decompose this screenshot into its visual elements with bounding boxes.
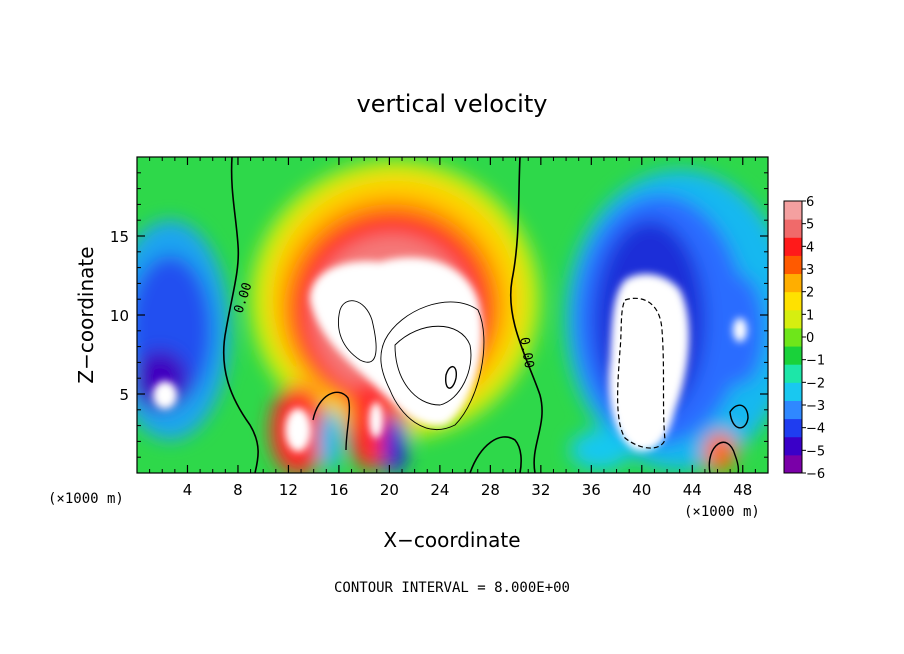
- x-axis: 4 8 12 16 20 24 28 32 36 40 44 48: [149, 157, 756, 499]
- x-tick-label: 12: [279, 481, 298, 499]
- x-tick-label: 16: [329, 481, 348, 499]
- x-tick-label: 24: [430, 481, 449, 499]
- colorbar-tick-label: 1: [806, 308, 814, 323]
- x-unit-right: (×1000 m): [684, 504, 760, 520]
- x-tick-label: 36: [582, 481, 601, 499]
- x-unit-left: (×1000 m): [48, 491, 124, 507]
- y-tick-label: 10: [110, 307, 129, 325]
- zero-contour-left: [222, 157, 259, 473]
- field-cores: [153, 257, 747, 452]
- colorbar-swatch: [784, 201, 802, 220]
- colorbar-tick-label: 5: [806, 218, 814, 233]
- colorbar-swatch: [784, 309, 802, 329]
- zero-contour-right: [510, 157, 543, 473]
- colorbar-swatch: [784, 418, 802, 438]
- contours: [222, 157, 749, 473]
- colorbar-tick-label: 3: [806, 263, 814, 278]
- colorbar-swatch: [784, 400, 802, 420]
- x-tick-label: 28: [481, 481, 500, 499]
- negative-contour: [617, 297, 666, 449]
- colorbar-tick-label: −4: [806, 422, 825, 437]
- colorbar-swatch: [784, 382, 802, 401]
- x-tick-label: 4: [183, 481, 193, 499]
- positive-contour-3: [394, 325, 472, 406]
- colorbar-tick-label: −1: [806, 354, 825, 369]
- x-tick-label: 44: [683, 481, 702, 499]
- contour-label-right: 0.00: [516, 336, 536, 369]
- colorbar-tick-label: 0: [806, 331, 814, 346]
- x-tick-label: 8: [233, 481, 243, 499]
- colorbar-swatch: [784, 237, 802, 256]
- zero-contour-cell-right2: [729, 404, 749, 429]
- colorbar: 6 5 4 3 2 1 0 −1 −2 −3 −4 −5 −6: [783, 195, 825, 482]
- x-tick-label: 32: [531, 481, 550, 499]
- colorbar-tick-label: −2: [806, 376, 825, 391]
- colorbar-swatch: [784, 219, 802, 238]
- x-tick-label: 40: [632, 481, 651, 499]
- positive-contour-1: [338, 300, 377, 363]
- y-tick-label: 15: [110, 228, 129, 246]
- positive-contour-2: [380, 301, 485, 430]
- y-tick-label: 5: [119, 386, 129, 404]
- colorbar-tick-label: −3: [806, 399, 825, 414]
- contour-interval: CONTOUR INTERVAL = 8.000E+00: [334, 580, 570, 596]
- colorbar-swatch: [784, 291, 802, 311]
- zero-contour-cell: [312, 391, 351, 451]
- y-axis-label: Z−coordinate: [74, 246, 98, 383]
- colorbar-tick-label: 2: [806, 286, 814, 301]
- colorbar-tick-label: −6: [806, 467, 825, 482]
- positive-contour-4: [445, 366, 458, 389]
- colorbar-swatch: [784, 346, 802, 365]
- colorbar-swatch: [784, 364, 802, 383]
- colorbar-tick-label: 6: [806, 195, 814, 210]
- colorbar-swatch: [784, 255, 802, 275]
- colorbar-swatch: [784, 327, 802, 347]
- zero-contour-bottom: [469, 436, 522, 473]
- plot-area: 0.00 0.00: [137, 157, 768, 473]
- colorbar-tick-label: 4: [806, 240, 814, 255]
- colorbar-swatch: [784, 436, 802, 456]
- colorbar-swatch: [784, 273, 802, 293]
- x-tick-label: 48: [733, 481, 752, 499]
- chart-title: vertical velocity: [357, 90, 548, 118]
- y-axis: 5 10 15: [110, 172, 768, 458]
- zero-contour-cell-right: [708, 441, 740, 473]
- x-axis-label: X−coordinate: [383, 528, 520, 552]
- colorbar-swatch: [784, 454, 802, 474]
- x-tick-label: 20: [380, 481, 399, 499]
- colorbar-tick-label: −5: [806, 444, 825, 459]
